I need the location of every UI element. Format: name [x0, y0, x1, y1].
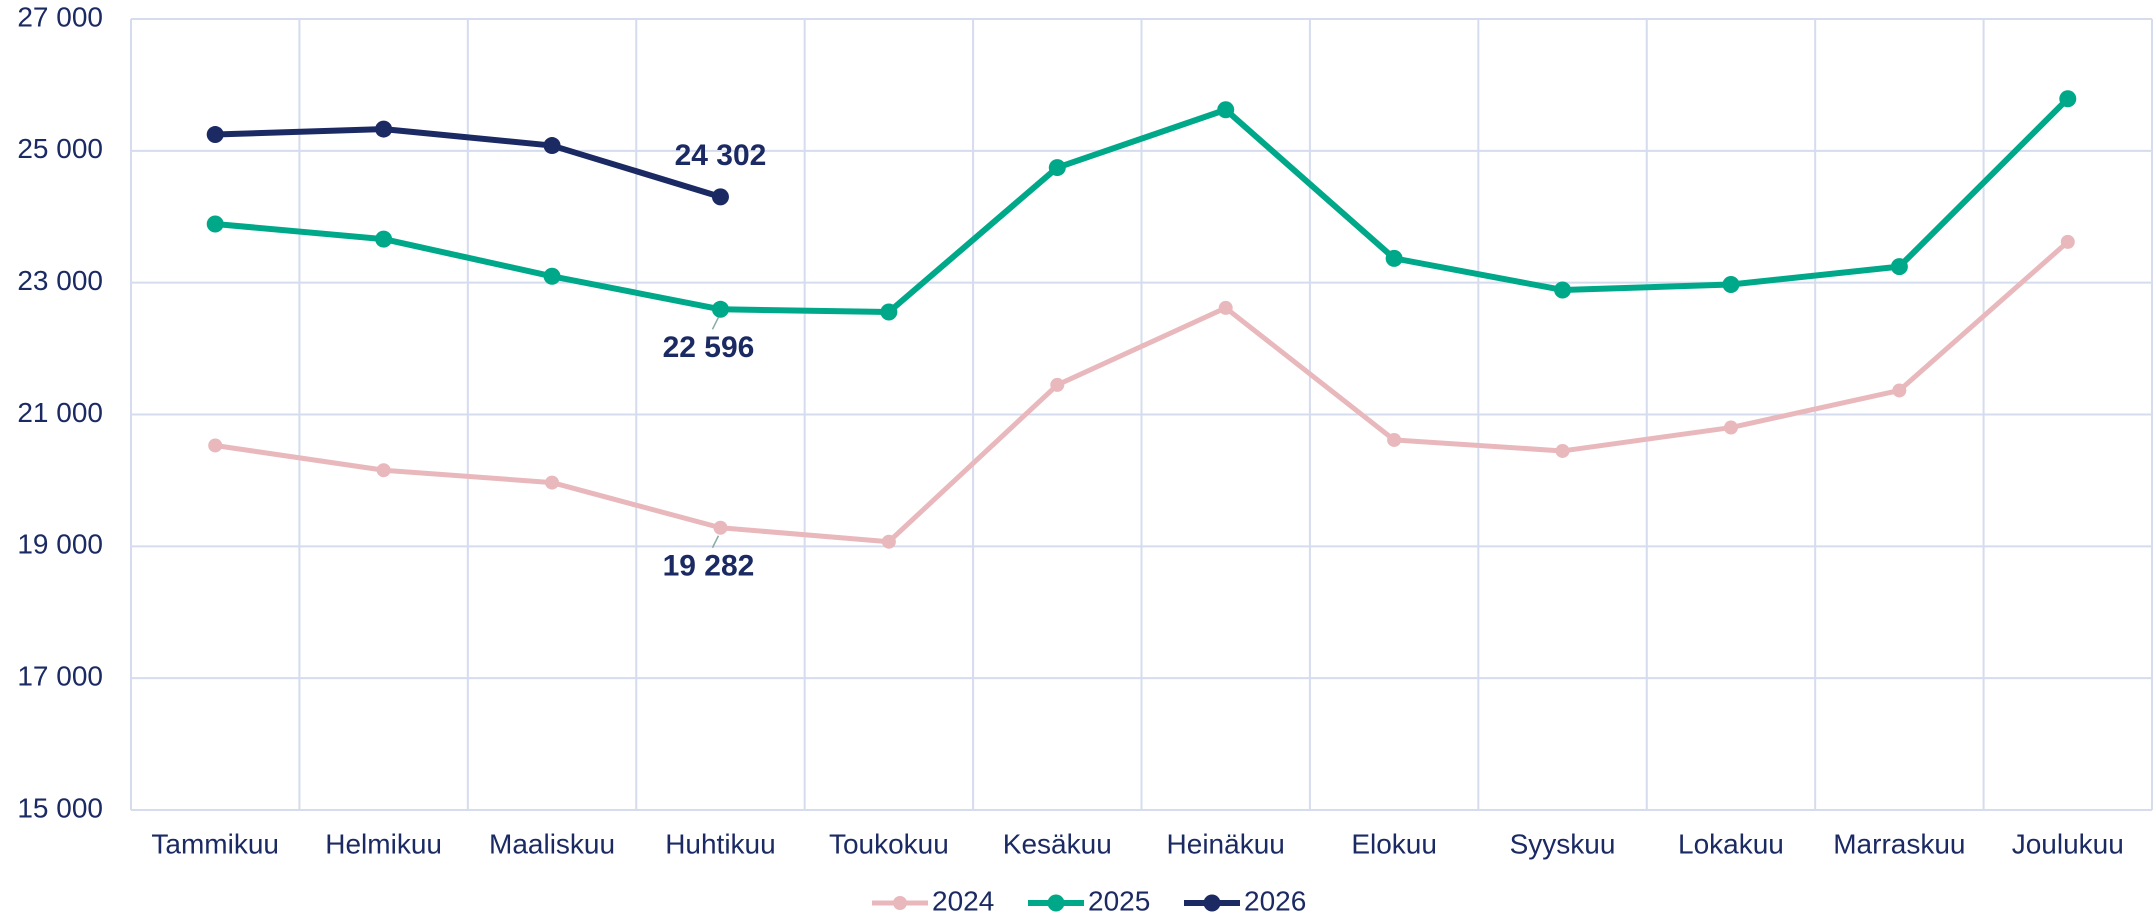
- x-tick-label: Huhtikuu: [665, 828, 776, 859]
- x-tick-label: Toukokuu: [829, 828, 949, 859]
- y-tick-label: 19 000: [17, 529, 103, 560]
- x-tick-label: Maaliskuu: [489, 828, 615, 859]
- series-line: [215, 126, 722, 200]
- legend-label: 2025: [1088, 885, 1150, 916]
- legend-marker: [1047, 894, 1065, 912]
- point: [881, 534, 896, 549]
- series-line: [214, 96, 2070, 315]
- legend-label: 2026: [1244, 885, 1306, 916]
- x-tick-label: Tammikuu: [151, 828, 279, 859]
- x-tick-label: Syyskuu: [1510, 828, 1616, 859]
- point: [206, 215, 224, 233]
- x-tick-label: Elokuu: [1351, 828, 1437, 859]
- point: [713, 520, 728, 535]
- point: [880, 303, 898, 321]
- y-tick-label: 21 000: [17, 397, 103, 428]
- point: [545, 475, 560, 490]
- point: [1722, 276, 1740, 294]
- point: [208, 438, 223, 453]
- legend-marker: [1203, 894, 1221, 912]
- data-label: 22 596: [663, 331, 755, 364]
- point: [1554, 281, 1572, 299]
- point: [375, 120, 393, 138]
- point: [1387, 432, 1402, 447]
- x-tick-label: Heinäkuu: [1167, 828, 1285, 859]
- legend-label: 2024: [932, 885, 994, 916]
- point: [1048, 159, 1066, 177]
- leader-line: [711, 316, 720, 330]
- point: [1217, 101, 1235, 119]
- point: [2060, 234, 2075, 249]
- point: [543, 137, 561, 155]
- point: [1050, 377, 1065, 392]
- x-tick-label: Marraskuu: [1833, 828, 1965, 859]
- data-label: 24 302: [675, 139, 767, 172]
- x-tick-label: Kesäkuu: [1003, 828, 1112, 859]
- point: [2059, 90, 2077, 108]
- point: [1218, 300, 1233, 315]
- x-tick-label: Joulukuu: [2012, 828, 2124, 859]
- y-tick-label: 23 000: [17, 265, 103, 296]
- point: [375, 230, 393, 248]
- series-line: [214, 239, 2070, 545]
- data-label: 19 282: [663, 550, 755, 583]
- point: [543, 267, 561, 285]
- point: [1723, 420, 1738, 435]
- point: [206, 126, 224, 144]
- y-tick-label: 25 000: [17, 133, 103, 164]
- point: [376, 463, 391, 478]
- point: [711, 188, 729, 206]
- x-tick-label: Helmikuu: [325, 828, 442, 859]
- point: [711, 300, 729, 318]
- legend-marker: [893, 896, 907, 910]
- point: [1555, 443, 1570, 458]
- point: [1892, 383, 1907, 398]
- y-tick-label: 17 000: [17, 661, 103, 692]
- y-tick-label: 15 000: [17, 792, 103, 823]
- x-tick-label: Lokakuu: [1678, 828, 1784, 859]
- point: [1890, 258, 1908, 276]
- point: [1385, 249, 1403, 267]
- leader-line: [711, 535, 720, 549]
- y-tick-label: 27 000: [17, 1, 103, 32]
